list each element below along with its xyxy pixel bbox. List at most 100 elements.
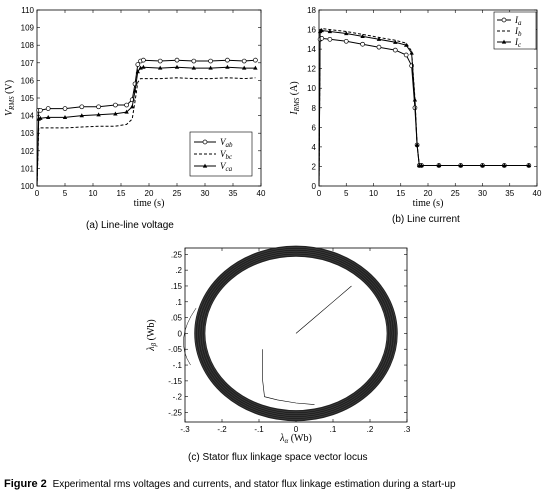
data-point-V_ca <box>46 114 51 119</box>
y-tick-label: 108 <box>21 41 35 50</box>
data-point-I_c <box>458 163 463 168</box>
plot-frame <box>184 247 408 423</box>
data-point-V_ab <box>45 106 51 111</box>
x-tick-label: 5 <box>344 189 349 198</box>
y-tick-label: .25 <box>171 250 183 259</box>
data-point-I_c <box>419 163 424 168</box>
y-axis-label: VRMS (V) <box>4 80 16 116</box>
y-tick-label: 101 <box>21 164 35 173</box>
y-tick-label: -.05 <box>168 345 182 354</box>
legend-box <box>493 11 537 50</box>
data-point-V_ca <box>38 115 43 120</box>
x-tick-label: 40 <box>533 189 542 198</box>
data-point-V_ab <box>79 104 85 110</box>
data-point-V_ca <box>141 64 146 69</box>
data-point-V_ab <box>38 107 43 113</box>
data-point-I_a <box>343 38 349 44</box>
data-point-V_ca <box>191 65 196 70</box>
data-point-I_c <box>360 34 365 38</box>
data-point-V_ab <box>96 104 101 110</box>
panel-caption: (c) Stator flux linkage space vector loc… <box>188 452 368 463</box>
x-tick-label: 30 <box>201 189 210 198</box>
x-tick-label: -.1 <box>254 425 264 434</box>
y-axis-label: IRMS (A) <box>289 81 301 115</box>
data-point-V_ab <box>113 102 118 108</box>
y-tick-label: 18 <box>307 6 316 15</box>
data-point-I_c <box>409 50 414 55</box>
data-point-I_a <box>360 41 365 47</box>
data-point-I_c <box>414 142 420 147</box>
data-point-I_c <box>344 31 349 36</box>
data-point-V_ca <box>242 65 247 70</box>
x-tick-label: .1 <box>330 425 337 434</box>
y-tick-label: 4 <box>312 143 317 152</box>
y-tick-label: 110 <box>21 6 34 15</box>
data-point-I_a <box>327 36 333 42</box>
x-tick-label: 25 <box>451 189 460 198</box>
x-tick-label: 20 <box>145 189 154 198</box>
data-point-I_a <box>376 44 382 50</box>
x-tick-label: .3 <box>404 425 411 434</box>
data-point-V_ab <box>225 57 230 63</box>
y-axis-label: λβ (Wb) <box>146 319 158 351</box>
data-point-V_ab <box>135 62 141 67</box>
y-tick-label: .05 <box>171 314 183 323</box>
data-point-V_ca <box>135 69 140 74</box>
series-line-I_a <box>318 37 529 187</box>
legend-label-V_bc: Vbc <box>220 149 233 161</box>
series-line-V_bc <box>36 77 256 187</box>
data-point-V_ab <box>141 57 146 63</box>
x-tick-label: -.2 <box>217 425 227 434</box>
flux-locus-trace <box>197 249 395 418</box>
y-tick-label: 102 <box>21 147 35 156</box>
legend-label-V_ab: Vab <box>220 137 233 149</box>
data-point-I_a <box>403 52 409 58</box>
y-tick-label: .15 <box>171 282 183 291</box>
data-point-I_c <box>502 163 507 168</box>
chart-line-line-voltage: 100 101 102 103 104 105 106 107 108 109 110 0 5 10 15… <box>4 6 266 231</box>
y-tick-label: 14 <box>307 45 316 54</box>
legend-label-V_ca: Vca <box>220 161 233 173</box>
x-tick-label: 10 <box>89 189 98 198</box>
data-point-I_c <box>480 163 485 168</box>
data-point-V_ab <box>241 58 247 64</box>
legend-label-I_c: Ic <box>514 37 522 49</box>
data-point-I_c <box>376 36 382 41</box>
data-point-V_ab <box>253 57 258 63</box>
y-tick-label: 16 <box>307 26 316 35</box>
data-point-V_ca <box>253 65 258 70</box>
series-line-I_c <box>318 29 529 187</box>
y-tick-label: 8 <box>312 104 317 113</box>
y-tick-label: -.15 <box>168 377 182 386</box>
data-point-I_c <box>436 163 442 168</box>
data-point-I_c <box>404 42 409 47</box>
x-tick-label: 20 <box>424 189 433 198</box>
data-point-V_ab <box>174 57 180 63</box>
chart-flux-locus: -.25 -.2 -.15 -.1 -.05 0 .05 .1 .15 .2 .25 -.3 -.2 -… <box>146 245 411 463</box>
y-tick-label: .2 <box>175 266 182 275</box>
x-tick-label: .2 <box>367 425 374 434</box>
x-tick-label: 15 <box>117 189 126 198</box>
flux-locus-trace <box>195 247 397 420</box>
x-tick-label: -.3 <box>180 425 190 434</box>
y-tick-label: 104 <box>21 112 35 121</box>
startup-trajectory <box>295 285 352 334</box>
y-tick-label: 109 <box>21 24 35 33</box>
flux-locus-trace <box>204 254 388 413</box>
y-tick-label: 6 <box>312 123 317 132</box>
legend-label-I_a: Ia <box>514 15 522 27</box>
data-point-V_ca <box>62 114 68 119</box>
figure-caption: Figure 2 Experimental rms voltages and c… <box>4 478 456 490</box>
data-point-V_ca <box>124 109 129 114</box>
x-tick-label: 0 <box>35 189 40 198</box>
legend-marker <box>202 163 208 168</box>
flux-locus-trace <box>201 252 391 414</box>
data-point-V_ca <box>132 88 138 93</box>
flux-locus-trace <box>199 250 393 416</box>
x-tick-label: 5 <box>63 189 68 198</box>
x-axis-label: time (s) <box>413 198 444 209</box>
data-point-V_ca <box>113 111 118 116</box>
data-point-V_ab <box>124 102 129 108</box>
